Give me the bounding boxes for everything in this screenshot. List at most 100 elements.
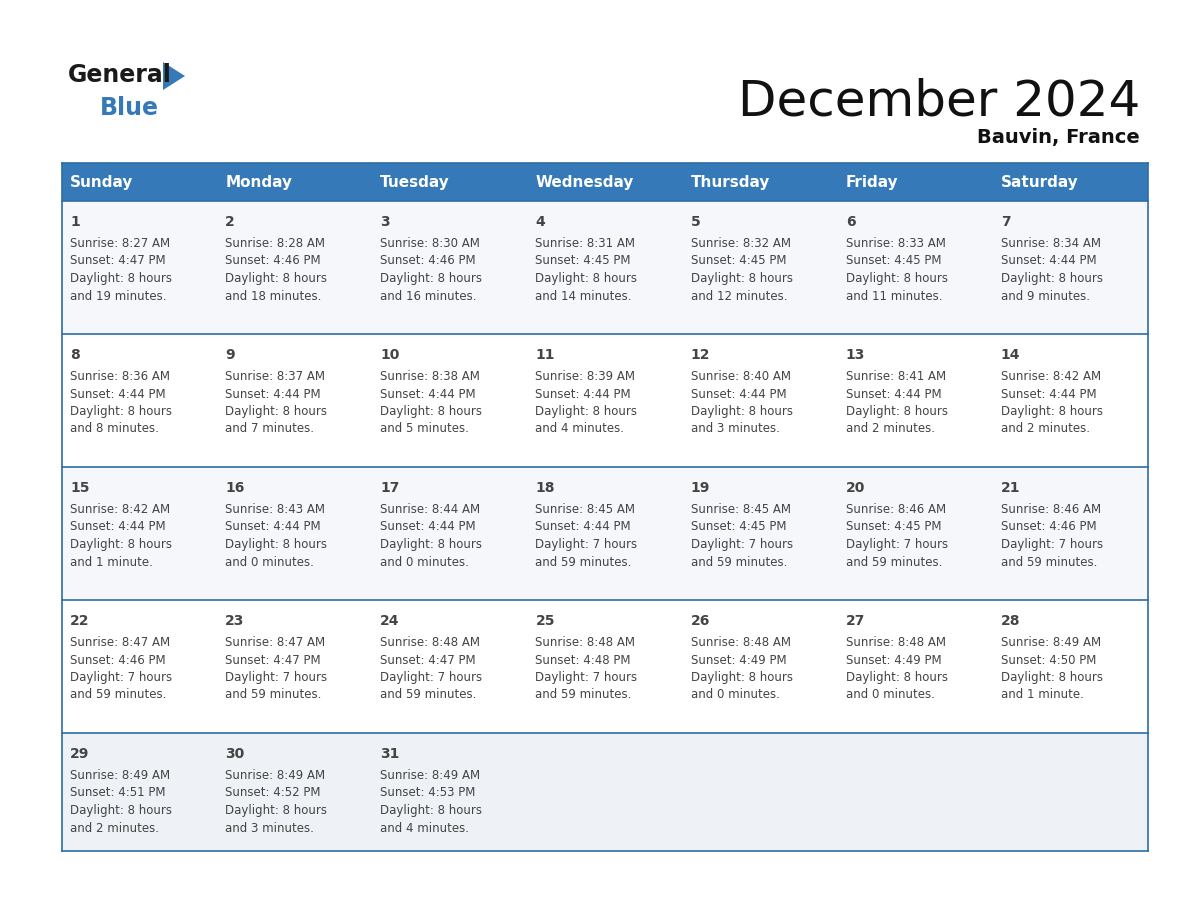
Text: Daylight: 7 hours: Daylight: 7 hours	[536, 671, 638, 684]
Text: Saturday: Saturday	[1000, 174, 1079, 189]
Text: Sunrise: 8:49 AM: Sunrise: 8:49 AM	[226, 769, 326, 782]
Text: Sunset: 4:44 PM: Sunset: 4:44 PM	[536, 387, 631, 400]
Text: 8: 8	[70, 348, 80, 362]
Text: Daylight: 7 hours: Daylight: 7 hours	[380, 671, 482, 684]
Text: Daylight: 7 hours: Daylight: 7 hours	[690, 538, 792, 551]
Text: Sunrise: 8:38 AM: Sunrise: 8:38 AM	[380, 370, 480, 383]
Text: Daylight: 8 hours: Daylight: 8 hours	[70, 272, 172, 285]
Text: and 11 minutes.: and 11 minutes.	[846, 289, 942, 303]
Text: 4: 4	[536, 215, 545, 229]
Text: Sunset: 4:52 PM: Sunset: 4:52 PM	[226, 787, 321, 800]
Text: Sunset: 4:46 PM: Sunset: 4:46 PM	[380, 254, 476, 267]
Text: 11: 11	[536, 348, 555, 362]
Text: Daylight: 8 hours: Daylight: 8 hours	[226, 538, 327, 551]
Text: Daylight: 7 hours: Daylight: 7 hours	[70, 671, 172, 684]
Text: Sunrise: 8:32 AM: Sunrise: 8:32 AM	[690, 237, 790, 250]
Text: Sunset: 4:46 PM: Sunset: 4:46 PM	[70, 654, 165, 666]
Text: Sunset: 4:48 PM: Sunset: 4:48 PM	[536, 654, 631, 666]
Text: Sunday: Sunday	[70, 174, 133, 189]
Text: Sunset: 4:44 PM: Sunset: 4:44 PM	[70, 387, 165, 400]
Text: Sunrise: 8:47 AM: Sunrise: 8:47 AM	[70, 636, 170, 649]
Polygon shape	[163, 62, 185, 90]
Text: Sunset: 4:44 PM: Sunset: 4:44 PM	[226, 521, 321, 533]
Text: Sunset: 4:44 PM: Sunset: 4:44 PM	[846, 387, 941, 400]
Text: Sunrise: 8:49 AM: Sunrise: 8:49 AM	[380, 769, 480, 782]
Text: 7: 7	[1000, 215, 1011, 229]
Text: Sunset: 4:44 PM: Sunset: 4:44 PM	[1000, 254, 1097, 267]
Text: Sunset: 4:45 PM: Sunset: 4:45 PM	[690, 521, 786, 533]
Text: Sunrise: 8:39 AM: Sunrise: 8:39 AM	[536, 370, 636, 383]
Text: Sunrise: 8:44 AM: Sunrise: 8:44 AM	[380, 503, 480, 516]
Text: Daylight: 8 hours: Daylight: 8 hours	[536, 272, 638, 285]
Text: Daylight: 8 hours: Daylight: 8 hours	[226, 804, 327, 817]
Text: Daylight: 8 hours: Daylight: 8 hours	[846, 671, 948, 684]
Text: and 3 minutes.: and 3 minutes.	[226, 822, 314, 834]
Text: Sunset: 4:49 PM: Sunset: 4:49 PM	[690, 654, 786, 666]
Text: Sunrise: 8:49 AM: Sunrise: 8:49 AM	[1000, 636, 1101, 649]
Text: December 2024: December 2024	[738, 78, 1140, 126]
Text: Sunrise: 8:31 AM: Sunrise: 8:31 AM	[536, 237, 636, 250]
Text: 25: 25	[536, 614, 555, 628]
Text: Daylight: 8 hours: Daylight: 8 hours	[846, 405, 948, 418]
Text: Daylight: 8 hours: Daylight: 8 hours	[690, 272, 792, 285]
Text: Daylight: 8 hours: Daylight: 8 hours	[380, 405, 482, 418]
Text: Sunset: 4:46 PM: Sunset: 4:46 PM	[1000, 521, 1097, 533]
Text: Sunset: 4:44 PM: Sunset: 4:44 PM	[690, 387, 786, 400]
Text: and 4 minutes.: and 4 minutes.	[536, 422, 625, 435]
Text: 1: 1	[70, 215, 80, 229]
Text: 18: 18	[536, 481, 555, 495]
Text: and 59 minutes.: and 59 minutes.	[536, 688, 632, 701]
Text: Sunset: 4:44 PM: Sunset: 4:44 PM	[70, 521, 165, 533]
Text: 9: 9	[226, 348, 235, 362]
Text: Sunrise: 8:48 AM: Sunrise: 8:48 AM	[536, 636, 636, 649]
Bar	[62, 733, 1148, 851]
Text: and 59 minutes.: and 59 minutes.	[1000, 555, 1098, 568]
Text: Sunset: 4:47 PM: Sunset: 4:47 PM	[380, 654, 476, 666]
Text: 19: 19	[690, 481, 710, 495]
Text: and 12 minutes.: and 12 minutes.	[690, 289, 788, 303]
Text: and 16 minutes.: and 16 minutes.	[380, 289, 476, 303]
Bar	[62, 600, 1148, 733]
Text: 30: 30	[226, 747, 245, 761]
Text: and 2 minutes.: and 2 minutes.	[846, 422, 935, 435]
Text: 13: 13	[846, 348, 865, 362]
Text: 16: 16	[226, 481, 245, 495]
Text: General: General	[68, 63, 172, 87]
Text: Sunset: 4:50 PM: Sunset: 4:50 PM	[1000, 654, 1097, 666]
Text: 10: 10	[380, 348, 399, 362]
Text: and 0 minutes.: and 0 minutes.	[846, 688, 935, 701]
Text: Sunset: 4:47 PM: Sunset: 4:47 PM	[70, 254, 165, 267]
Text: Bauvin, France: Bauvin, France	[978, 128, 1140, 147]
Text: Sunset: 4:45 PM: Sunset: 4:45 PM	[846, 521, 941, 533]
Text: Sunrise: 8:48 AM: Sunrise: 8:48 AM	[380, 636, 480, 649]
Bar	[62, 467, 1148, 600]
Text: Sunrise: 8:45 AM: Sunrise: 8:45 AM	[690, 503, 790, 516]
Text: Sunrise: 8:33 AM: Sunrise: 8:33 AM	[846, 237, 946, 250]
Text: Sunset: 4:45 PM: Sunset: 4:45 PM	[690, 254, 786, 267]
Text: Thursday: Thursday	[690, 174, 770, 189]
Text: 26: 26	[690, 614, 710, 628]
Text: 22: 22	[70, 614, 89, 628]
Text: Tuesday: Tuesday	[380, 174, 450, 189]
Text: Sunset: 4:53 PM: Sunset: 4:53 PM	[380, 787, 475, 800]
Text: and 0 minutes.: and 0 minutes.	[226, 555, 314, 568]
Text: Daylight: 8 hours: Daylight: 8 hours	[1000, 671, 1102, 684]
Text: Sunrise: 8:30 AM: Sunrise: 8:30 AM	[380, 237, 480, 250]
Text: 5: 5	[690, 215, 700, 229]
Text: and 5 minutes.: and 5 minutes.	[380, 422, 469, 435]
Text: 29: 29	[70, 747, 89, 761]
Bar	[62, 334, 1148, 467]
Text: Sunrise: 8:45 AM: Sunrise: 8:45 AM	[536, 503, 636, 516]
Text: Sunrise: 8:48 AM: Sunrise: 8:48 AM	[846, 636, 946, 649]
Text: Sunset: 4:47 PM: Sunset: 4:47 PM	[226, 654, 321, 666]
Text: and 19 minutes.: and 19 minutes.	[70, 289, 166, 303]
Text: 27: 27	[846, 614, 865, 628]
Text: 23: 23	[226, 614, 245, 628]
Text: Sunrise: 8:46 AM: Sunrise: 8:46 AM	[846, 503, 946, 516]
Text: Sunrise: 8:47 AM: Sunrise: 8:47 AM	[226, 636, 326, 649]
Text: Daylight: 8 hours: Daylight: 8 hours	[690, 671, 792, 684]
Text: Daylight: 7 hours: Daylight: 7 hours	[1000, 538, 1102, 551]
Text: Daylight: 8 hours: Daylight: 8 hours	[380, 538, 482, 551]
Text: and 4 minutes.: and 4 minutes.	[380, 822, 469, 834]
Text: Sunset: 4:49 PM: Sunset: 4:49 PM	[846, 654, 941, 666]
